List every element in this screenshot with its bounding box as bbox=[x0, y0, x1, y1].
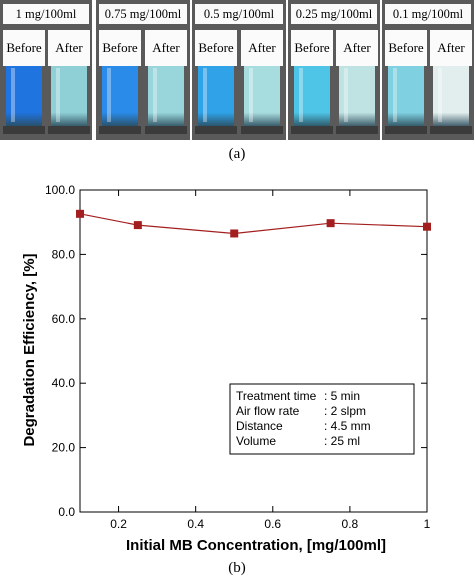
before-label: Before bbox=[195, 30, 237, 66]
before-label: Before bbox=[385, 30, 427, 66]
vial-base bbox=[145, 126, 187, 134]
before-label: Before bbox=[291, 30, 333, 66]
before-label: Before bbox=[99, 30, 141, 66]
after-label: After bbox=[430, 30, 472, 66]
before-vial: Before bbox=[291, 30, 333, 134]
before-vial: Before bbox=[3, 30, 45, 134]
x-tick-label: 0.6 bbox=[264, 517, 281, 531]
series-line bbox=[79, 213, 428, 235]
y-tick-label: 80.0 bbox=[52, 247, 76, 261]
before-liquid bbox=[294, 66, 330, 128]
glass-highlight bbox=[438, 68, 442, 122]
panel-label: 0.5 mg/100ml bbox=[195, 4, 283, 24]
annotation-value: : 4.5 mm bbox=[324, 419, 371, 433]
vial-base bbox=[99, 126, 141, 134]
before-liquid bbox=[388, 66, 424, 128]
before-vial: Before bbox=[195, 30, 237, 134]
annotation-key: Volume bbox=[236, 434, 276, 448]
data-point bbox=[76, 209, 84, 218]
data-point bbox=[423, 222, 431, 231]
x-tick-label: 0.8 bbox=[342, 517, 359, 531]
after-vial: After bbox=[145, 30, 187, 134]
photo-panel-05mg: 0.5 mg/100ml Before After bbox=[192, 0, 286, 140]
annotation-value: : 2 slpm bbox=[324, 404, 366, 418]
photo-panel-01mg: 0.1 mg/100ml Before After bbox=[382, 0, 474, 140]
annotation-key: Distance bbox=[236, 419, 283, 433]
after-liquid bbox=[148, 66, 184, 128]
vial-base bbox=[336, 126, 378, 134]
chart-annotation-box: Treatment time : 5 min Air flow rate : 2 sl… bbox=[229, 383, 415, 455]
x-axis-label: Initial MB Concentration, [mg/100ml] bbox=[126, 537, 386, 554]
glass-highlight bbox=[344, 68, 348, 122]
y-tick-label: 100.0 bbox=[45, 183, 75, 197]
after-label: After bbox=[241, 30, 283, 66]
vial-base bbox=[241, 126, 283, 134]
before-liquid bbox=[6, 66, 42, 128]
photo-panel-025mg: 0.25 mg/100ml Before After bbox=[288, 0, 380, 140]
caption-b: (b) bbox=[228, 560, 246, 576]
after-vial: After bbox=[336, 30, 378, 134]
before-liquid bbox=[102, 66, 138, 128]
chart-axes: 0.0 20.0 40.0 60.0 80.0 100.0 0.2 0.4 0.6 0.8 1 bbox=[45, 183, 431, 531]
photo-panel-075mg: 0.75 mg/100ml Before After bbox=[96, 0, 190, 140]
vial-base bbox=[195, 126, 237, 134]
after-label: After bbox=[336, 30, 378, 66]
chart-marks bbox=[76, 209, 431, 238]
annotation-key: Treatment time bbox=[236, 389, 317, 403]
after-liquid bbox=[433, 66, 469, 128]
vial-base bbox=[3, 126, 45, 134]
annotation-box bbox=[229, 383, 415, 455]
photo-panel-1mg: 1 mg/100ml Before After bbox=[0, 0, 92, 140]
vial-base bbox=[291, 126, 333, 134]
plot-frame bbox=[79, 189, 428, 513]
y-tick-label: 60.0 bbox=[52, 312, 76, 326]
glass-highlight bbox=[249, 68, 253, 122]
glass-highlight bbox=[153, 68, 157, 122]
glass-highlight bbox=[11, 68, 15, 122]
before-vial: Before bbox=[99, 30, 141, 134]
y-tick-label: 20.0 bbox=[52, 441, 76, 455]
y-axis-label: Degradation Efficiency, [%] bbox=[21, 253, 38, 446]
glass-highlight bbox=[56, 68, 60, 122]
before-liquid bbox=[198, 66, 234, 128]
after-vial: After bbox=[241, 30, 283, 134]
after-vial: After bbox=[430, 30, 472, 134]
glass-highlight bbox=[203, 68, 207, 122]
glass-highlight bbox=[107, 68, 111, 122]
data-point bbox=[326, 219, 335, 228]
annotation-key: Air flow rate bbox=[236, 404, 300, 418]
after-liquid bbox=[339, 66, 375, 128]
before-label: Before bbox=[3, 30, 45, 66]
panel-label: 1 mg/100ml bbox=[3, 4, 89, 24]
x-tick-label: 1 bbox=[424, 517, 431, 531]
x-tick-label: 0.4 bbox=[187, 517, 204, 531]
data-point bbox=[133, 221, 142, 230]
data-point bbox=[230, 229, 239, 238]
after-label: After bbox=[48, 30, 90, 66]
x-tick-label: 0.2 bbox=[110, 517, 127, 531]
before-vial: Before bbox=[385, 30, 427, 134]
vial-base bbox=[385, 126, 427, 134]
panel-label: 0.1 mg/100ml bbox=[385, 4, 471, 24]
glass-highlight bbox=[393, 68, 397, 122]
annotation-value: : 5 min bbox=[324, 389, 360, 403]
sample-photo-strip: 1 mg/100ml Before After 0.75 mg/100ml Be… bbox=[0, 0, 474, 140]
glass-highlight bbox=[299, 68, 303, 122]
vial-base bbox=[430, 126, 472, 134]
panel-label: 0.75 mg/100ml bbox=[99, 4, 187, 24]
caption-a: (a) bbox=[228, 146, 246, 162]
y-tick-label: 0.0 bbox=[58, 505, 75, 519]
y-tick-label: 40.0 bbox=[52, 376, 76, 390]
degradation-efficiency-chart: 0.0 20.0 40.0 60.0 80.0 100.0 0.2 0.4 0.6 0.8 1 Tr… bbox=[21, 183, 431, 554]
panel-label: 0.25 mg/100ml bbox=[291, 4, 377, 24]
after-liquid bbox=[244, 66, 280, 128]
vial-base bbox=[48, 126, 90, 134]
annotation-value: : 25 ml bbox=[324, 434, 360, 448]
after-liquid bbox=[51, 66, 87, 128]
after-vial: After bbox=[48, 30, 90, 134]
after-label: After bbox=[145, 30, 187, 66]
